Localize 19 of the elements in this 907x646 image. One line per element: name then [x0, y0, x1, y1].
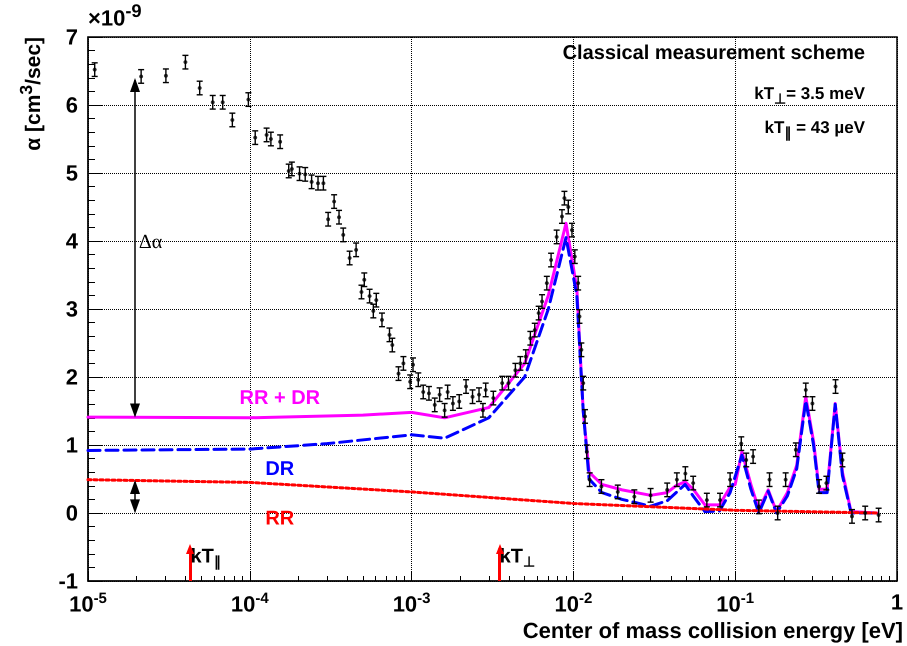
y-tick-label: -1 [58, 568, 78, 594]
x-tick-label: 1 [890, 590, 904, 614]
series-label: RR + DR [240, 386, 321, 409]
x-axis-title: Center of mass collision energy [eV] [522, 618, 903, 644]
annotation: Δα [138, 231, 162, 254]
y-tick-label: 2 [66, 364, 78, 390]
y-tick-label: 6 [66, 92, 78, 118]
text: ×10$^{-9}$ [88, 0, 142, 32]
y-tick-label: 7 [66, 24, 78, 50]
y-tick-label: 4 [66, 228, 79, 254]
series-label: RR [265, 507, 295, 530]
annotation: kT$_{∥}$ = 43 µeV [764, 118, 865, 142]
series-label: DR [265, 458, 295, 480]
y-tick-label: 0 [66, 500, 78, 526]
annotation: Classical measurement scheme [562, 42, 865, 65]
y-tick-label: 3 [66, 296, 78, 322]
y-tick-label: 1 [66, 432, 78, 458]
annotation: kT$_{⊥}$= 3.5 meV [754, 84, 865, 108]
y-tick-label: 5 [66, 160, 78, 186]
